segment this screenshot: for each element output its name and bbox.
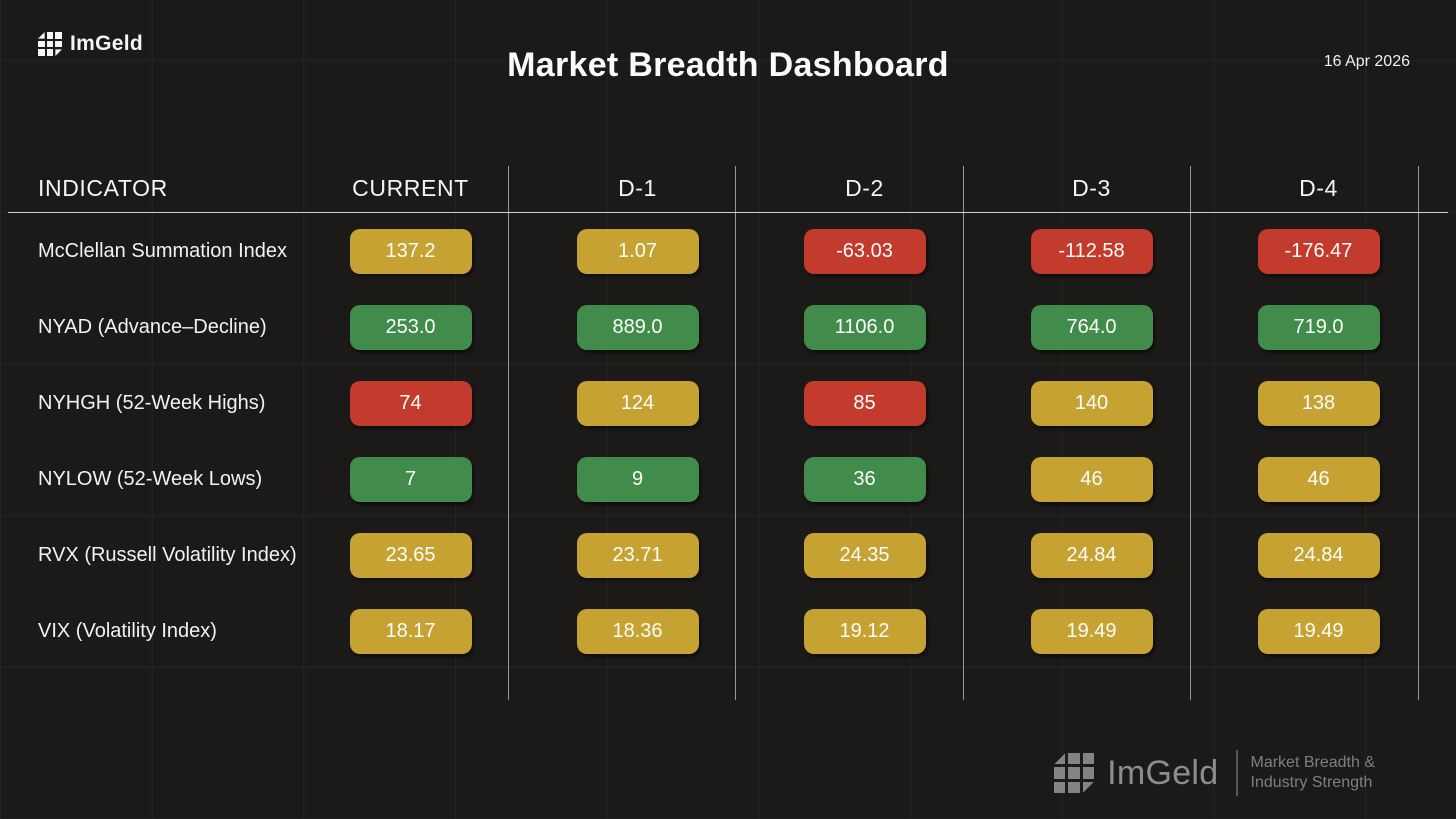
col-header-d3: D-3 [1072, 175, 1111, 201]
value-pill: -63.03 [803, 228, 926, 274]
table-header-row: INDICATOR CURRENT D-1 D-2 D-3 D-4 [0, 165, 1456, 212]
value-pill: 138 [1257, 380, 1380, 426]
footer-divider [1235, 750, 1238, 796]
value-pill: 46 [1030, 456, 1153, 502]
value-pill: 7 [349, 456, 472, 502]
value-pill: 23.71 [576, 532, 699, 578]
value-pill: 124 [576, 380, 699, 426]
date-label: 16 Apr 2026 [1323, 53, 1410, 70]
col-header-indicator: INDICATOR [38, 175, 168, 201]
value-pill: 764.0 [1030, 304, 1153, 350]
value-pill: 23.65 [349, 532, 472, 578]
value-pill: 18.17 [349, 608, 472, 654]
footer-tagline: Market Breadth & Industry Strength [1251, 753, 1376, 793]
indicator-label: NYAD (Advance–Decline) [38, 315, 267, 338]
value-pill: -176.47 [1257, 228, 1380, 274]
value-pill: 24.35 [803, 532, 926, 578]
col-header-current: CURRENT [352, 175, 469, 201]
table-row: VIX (Volatility Index) 18.17 18.36 19.12… [0, 593, 1456, 669]
value-pill: -112.58 [1030, 228, 1153, 274]
imgeld-grid-icon [38, 32, 62, 56]
value-pill: 24.84 [1257, 532, 1380, 578]
app-logo: ImGeld [38, 32, 143, 56]
page-title: Market Breadth Dashboard [507, 46, 949, 84]
column-divider [963, 166, 964, 700]
col-header-d2: D-2 [845, 175, 884, 201]
value-pill: 19.49 [1030, 608, 1153, 654]
value-pill: 74 [349, 380, 472, 426]
header-underline [8, 212, 1448, 213]
value-pill: 719.0 [1257, 304, 1380, 350]
column-divider [735, 166, 736, 700]
value-pill: 137.2 [349, 228, 472, 274]
value-pill: 85 [803, 380, 926, 426]
value-pill: 140 [1030, 380, 1153, 426]
indicator-label: VIX (Volatility Index) [38, 619, 217, 642]
value-pill: 46 [1257, 456, 1380, 502]
footer-logo: ImGeld Market Breadth & Industry Strengt… [1054, 750, 1375, 796]
value-pill: 1.07 [576, 228, 699, 274]
footer-tagline-line1: Market Breadth & [1250, 754, 1376, 771]
col-header-d1: D-1 [618, 175, 657, 201]
col-header-d4: D-4 [1299, 175, 1338, 201]
table-row: NYAD (Advance–Decline) 253.0 889.0 1106.… [0, 289, 1456, 365]
value-pill: 18.36 [576, 608, 699, 654]
indicator-label: McClellan Summation Index [38, 239, 287, 262]
indicator-label: NYHGH (52-Week Highs) [38, 391, 266, 414]
value-pill: 19.12 [803, 608, 926, 654]
indicator-label: RVX (Russell Volatility Index) [38, 543, 297, 566]
value-pill: 889.0 [576, 304, 699, 350]
value-pill: 253.0 [349, 304, 472, 350]
table-row: McClellan Summation Index 137.2 1.07 -63… [0, 213, 1456, 289]
value-pill: 19.49 [1257, 608, 1380, 654]
logo-text: ImGeld [70, 32, 143, 55]
footer-tagline-line2: Industry Strength [1250, 774, 1373, 791]
indicator-label: NYLOW (52-Week Lows) [38, 467, 263, 490]
table-body: McClellan Summation Index 137.2 1.07 -63… [0, 213, 1456, 669]
value-pill: 9 [576, 456, 699, 502]
imgeld-grid-icon [1054, 753, 1095, 793]
value-pill: 1106.0 [803, 304, 926, 350]
column-divider [1418, 166, 1419, 700]
column-divider [508, 166, 509, 700]
table-row: NYLOW (52-Week Lows) 7 9 36 46 46 [0, 441, 1456, 517]
table-row: NYHGH (52-Week Highs) 74 124 85 140 138 [0, 365, 1456, 441]
footer-logo-text: ImGeld [1107, 753, 1219, 792]
value-pill: 36 [803, 456, 926, 502]
value-pill: 24.84 [1030, 532, 1153, 578]
table-row: RVX (Russell Volatility Index) 23.65 23.… [0, 517, 1456, 593]
column-divider [1190, 166, 1191, 700]
